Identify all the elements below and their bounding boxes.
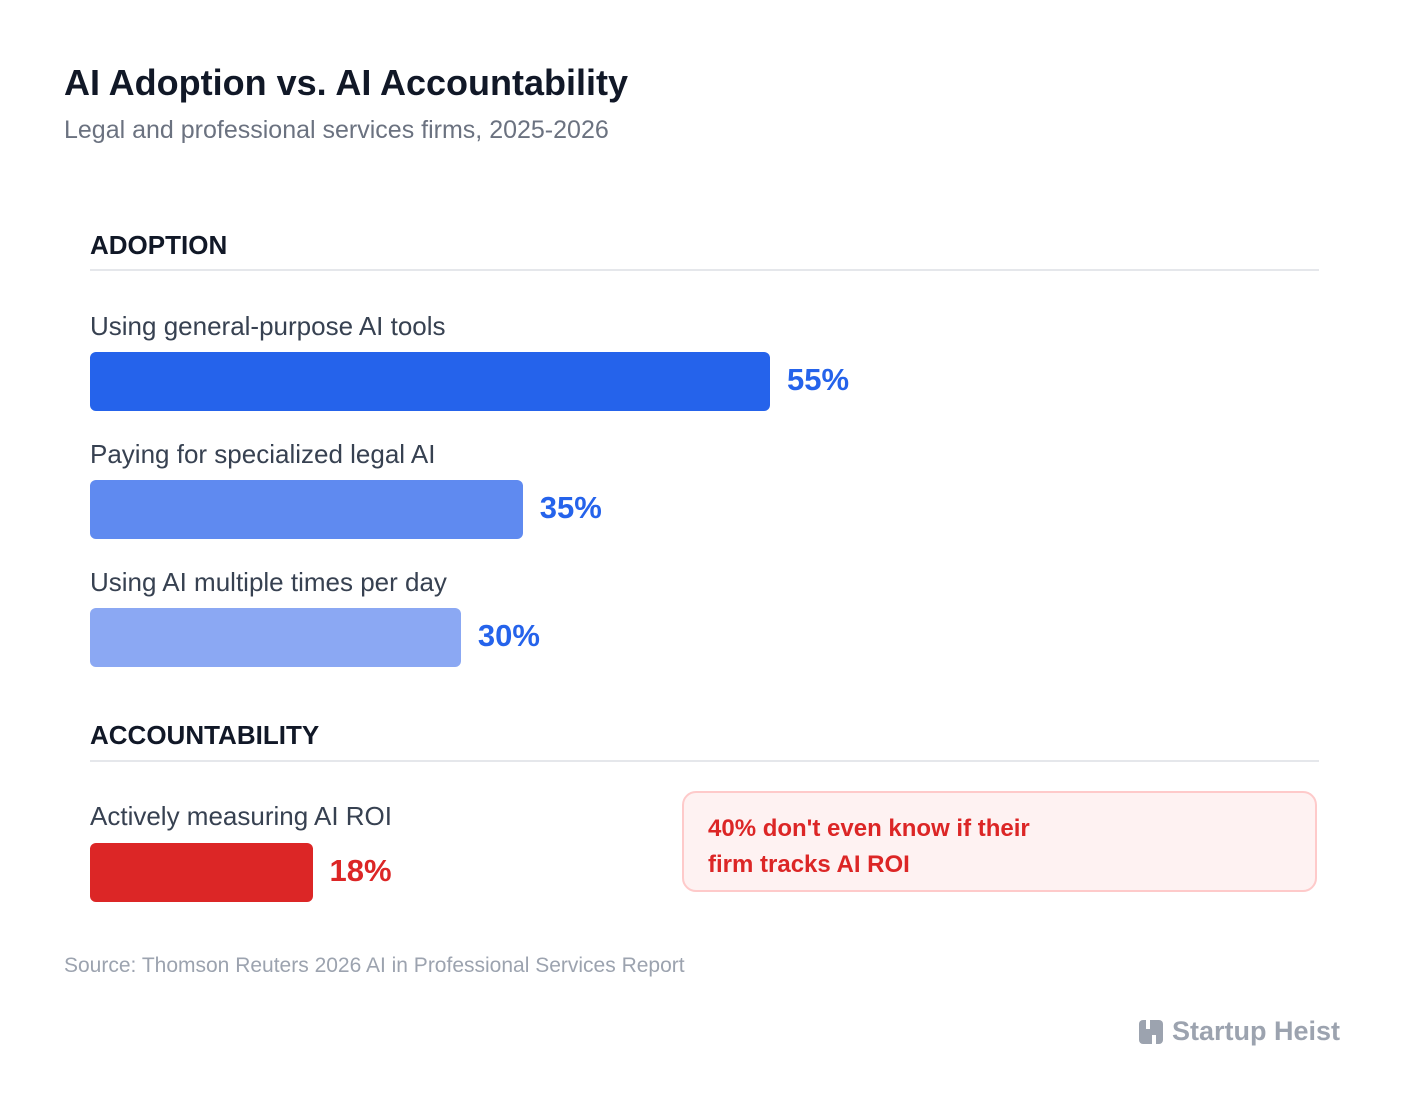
section-divider-accountability	[90, 760, 1319, 762]
chart-title: AI Adoption vs. AI Accountability	[64, 62, 629, 103]
startup-heist-logo-icon	[1138, 1019, 1163, 1044]
source-note: Source: Thomson Reuters 2026 AI in Profe…	[64, 954, 685, 977]
brand-name: Startup Heist	[1171, 1016, 1340, 1046]
bar-multiple-times	[90, 608, 461, 667]
annotation-text: 40% don't even know if their firm tracks…	[708, 815, 1030, 878]
annotation-callout: 40% don't even know if their firm tracks…	[682, 791, 1317, 892]
bar-label-measuring-roi: Actively measuring AI ROI	[90, 801, 392, 831]
bar-measuring-roi	[90, 843, 313, 902]
chart-subtitle: Legal and professional services firms, 2…	[64, 116, 609, 144]
brand-logo: Startup Heist	[1138, 1016, 1340, 1047]
bar-value-measuring-roi: 18%	[329, 853, 392, 888]
bar-label-multiple-times: Using AI multiple times per day	[90, 567, 447, 597]
bar-label-specialized-legal: Paying for specialized legal AI	[90, 439, 436, 469]
bar-specialized-legal	[90, 480, 523, 539]
bar-general-purpose	[90, 352, 770, 411]
section-heading-adoption: ADOPTION	[90, 230, 228, 260]
bar-value-multiple-times: 30%	[477, 618, 540, 653]
section-heading-accountability: ACCOUNTABILITY	[90, 720, 320, 750]
bar-value-specialized-legal: 35%	[539, 490, 602, 525]
bar-value-general-purpose: 55%	[787, 362, 850, 397]
bar-label-general-purpose: Using general-purpose AI tools	[90, 311, 446, 341]
section-divider-adoption	[90, 269, 1319, 271]
